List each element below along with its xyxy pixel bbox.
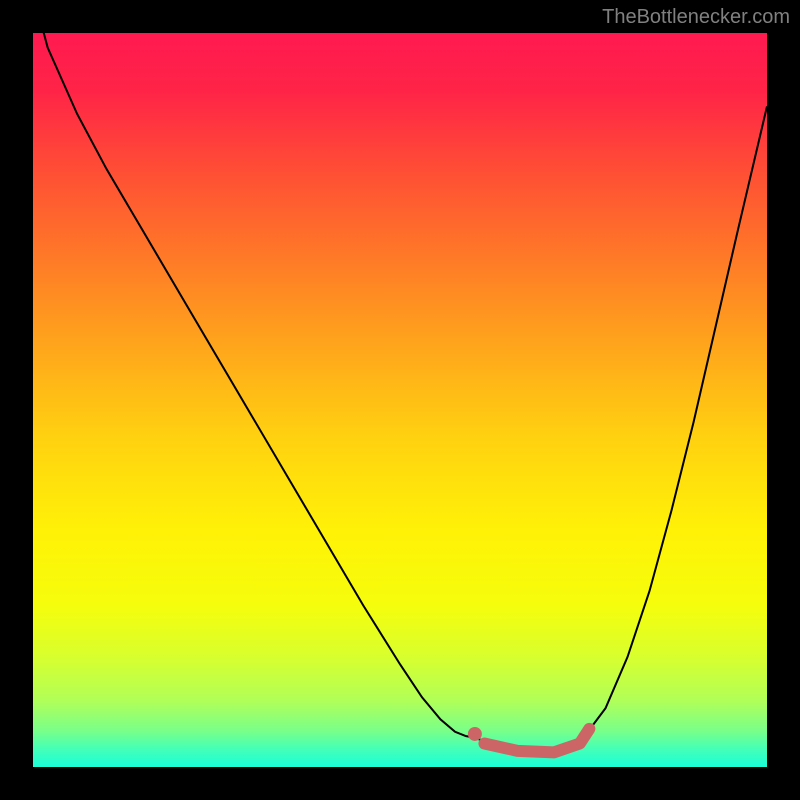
chart-background xyxy=(33,33,767,767)
attribution-text: TheBottlenecker.com xyxy=(602,6,790,29)
marker-dot xyxy=(468,727,482,741)
chart-svg xyxy=(33,33,767,767)
chart-plot-area xyxy=(33,33,767,767)
